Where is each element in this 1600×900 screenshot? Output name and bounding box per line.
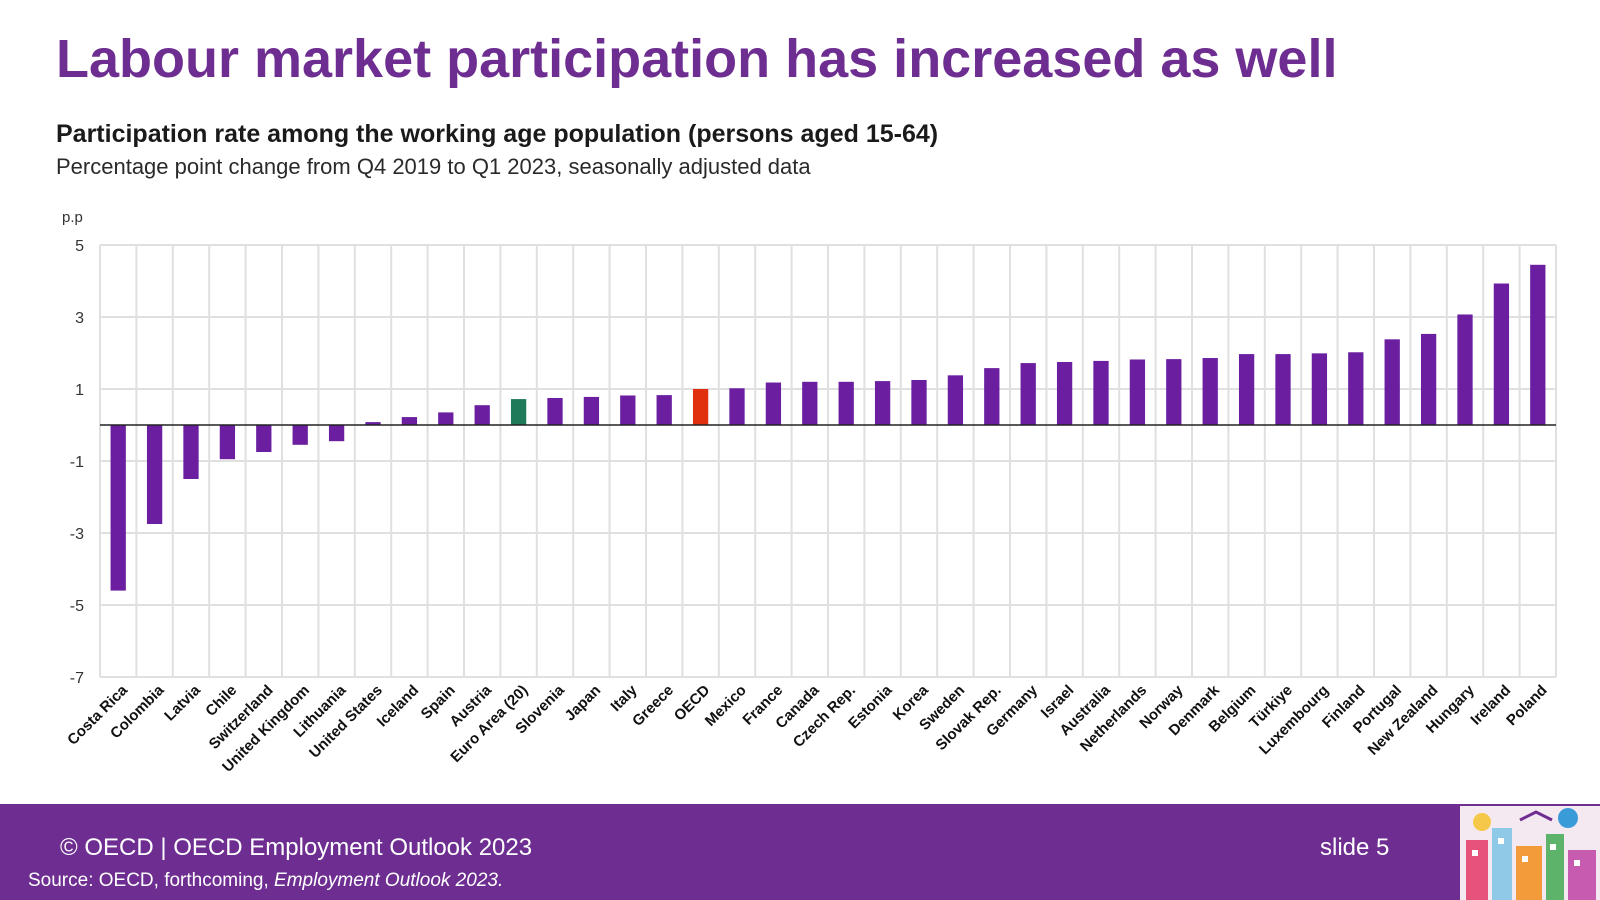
- bar: [438, 412, 454, 425]
- bar: [802, 381, 818, 425]
- y-tick-label: -3: [70, 526, 84, 543]
- bar: [1129, 359, 1146, 425]
- y-tick-label: 3: [75, 310, 84, 327]
- bar: [620, 395, 636, 425]
- bar: [656, 395, 672, 425]
- slide-title: Labour market participation has increase…: [56, 29, 1338, 89]
- bar: [1202, 358, 1218, 425]
- y-tick-label: -5: [70, 598, 84, 615]
- chart-subtitle: Percentage point change from Q4 2019 to …: [56, 154, 811, 179]
- bar: [365, 422, 381, 425]
- bar: [838, 381, 854, 425]
- bar: [547, 398, 563, 425]
- bar-chart: 5 3 1 -1 -3 -5 -7 Costa RicaColombiaLatviaChil…: [62, 209, 1557, 776]
- bar: [1093, 360, 1109, 425]
- y-tick-label: 1: [75, 382, 84, 399]
- bars: [110, 264, 1546, 591]
- bar: [692, 389, 709, 425]
- bar: [1420, 333, 1437, 425]
- y-axis-ticks: 5 3 1 -1 -3 -5 -7: [70, 238, 84, 687]
- x-tick-label: Greece: [629, 682, 677, 730]
- bar: [219, 425, 236, 460]
- bar: [292, 425, 308, 445]
- y-axis-unit-label: p.p: [62, 209, 83, 226]
- source-publication: Employment Outlook 2023.: [274, 870, 504, 891]
- bar: [1493, 283, 1510, 425]
- bar: [765, 382, 782, 425]
- bar: [947, 375, 964, 425]
- bar: [256, 425, 272, 452]
- slide-number: slide 5: [1320, 834, 1390, 861]
- x-tick-label: Mexico: [702, 682, 750, 730]
- bar: [1166, 359, 1182, 425]
- bar: [401, 417, 418, 425]
- bar: [474, 405, 490, 425]
- bar: [1530, 264, 1546, 425]
- bar: [874, 381, 891, 425]
- bar: [911, 380, 927, 425]
- bar: [729, 388, 745, 425]
- grid-lines: [99, 244, 1557, 678]
- bar: [183, 425, 199, 479]
- source-prefix: Source: OECD, forthcoming,: [28, 870, 275, 891]
- footer-source: Source: OECD, forthcoming, Employment Ou…: [28, 870, 503, 892]
- city-illustration: [1460, 806, 1600, 900]
- x-tick-label: Latvia: [161, 681, 204, 724]
- bar: [583, 396, 600, 425]
- bar: [1457, 314, 1473, 425]
- y-tick-label: -7: [70, 670, 84, 687]
- bar: [1311, 353, 1328, 425]
- footer-bar: © OECD | OECD Employment Outlook 2023 So…: [0, 804, 1600, 900]
- bar: [1348, 352, 1364, 425]
- bar: [146, 425, 163, 524]
- footer-credit: © OECD | OECD Employment Outlook 2023: [60, 834, 533, 861]
- y-tick-label: -1: [70, 454, 84, 471]
- bar: [328, 425, 345, 442]
- bar: [984, 368, 1000, 425]
- x-tick-label: Poland: [1503, 682, 1550, 729]
- x-axis-labels: Costa RicaColombiaLatviaChileSwitzerland…: [64, 681, 1550, 775]
- chart-title: Participation rate among the working age…: [56, 120, 939, 148]
- bar: [1056, 362, 1073, 425]
- x-tick-label: Japan: [562, 682, 605, 725]
- bar: [1384, 339, 1400, 425]
- y-tick-label: 5: [75, 238, 84, 255]
- bar: [1275, 354, 1291, 425]
- bar: [1238, 354, 1255, 425]
- bar: [1020, 363, 1036, 425]
- bar: [110, 425, 126, 591]
- bar: [510, 399, 527, 425]
